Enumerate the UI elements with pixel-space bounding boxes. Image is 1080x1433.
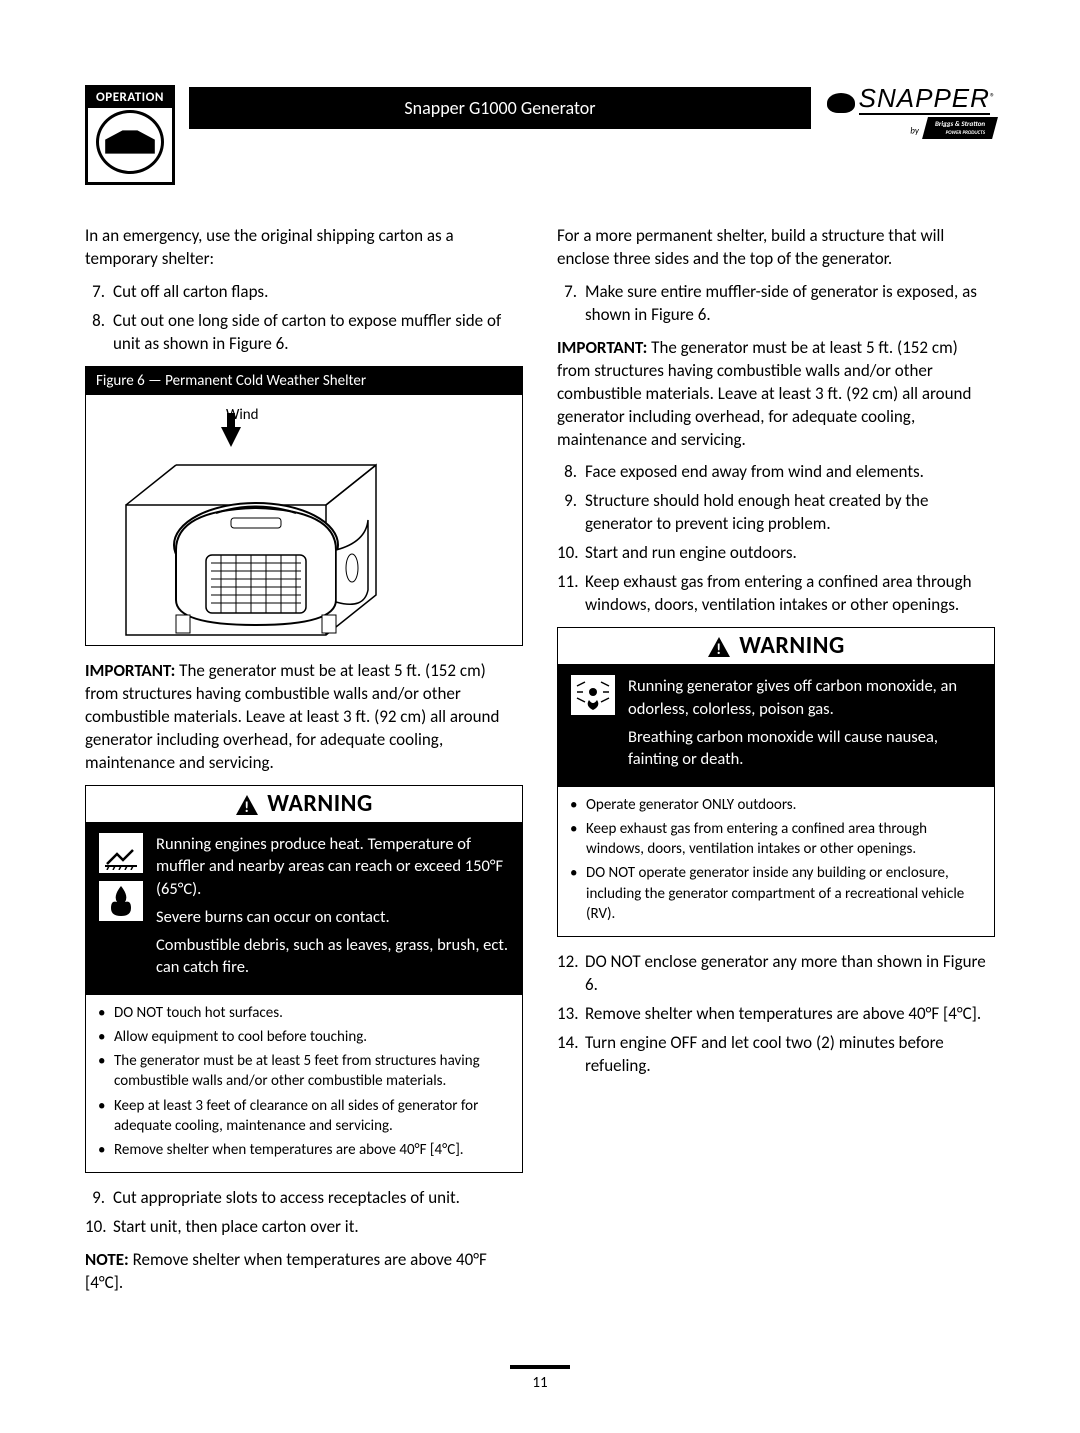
warning-triangle-icon: ! [235,793,259,815]
list-item: 9.Structure should hold enough heat crea… [557,490,995,536]
operation-label: OPERATION [88,88,172,110]
bullet: Operate generator ONLY outdoors. [570,795,982,815]
list-item: 8.Face exposed end away from wind and el… [557,461,995,484]
right-list-2: 8.Face exposed end away from wind and el… [557,461,995,617]
operation-icon: OPERATION [85,85,175,185]
left-list-2: 9.Cut appropriate slots to access recept… [85,1187,523,1239]
bullet: Remove shelter when temperatures are abo… [98,1140,510,1160]
left-list-1: 7.Cut off all carton flaps. 8.Cut out on… [85,281,523,356]
warning-triangle-icon: ! [707,635,731,657]
right-important: IMPORTANT: The generator must be at leas… [557,337,995,452]
left-note: NOTE: Remove shelter when temperatures a… [85,1249,523,1295]
figure-6: Figure 6 — Permanent Cold Weather Shelte… [85,366,523,646]
svg-text:!: ! [717,641,722,658]
toxic-gas-icon [571,675,615,715]
right-list-3: 12.DO NOT enclose generator any more tha… [557,951,995,1078]
page-title: Snapper G1000 Generator [189,87,811,129]
list-item: 7.Cut off all carton flaps. [85,281,523,304]
right-list-1: 7.Make sure entire muffler-side of gener… [557,281,995,327]
list-item: 9.Cut appropriate slots to access recept… [85,1187,523,1210]
right-intro: For a more permanent shelter, build a st… [557,225,995,271]
fire-icon [99,881,143,921]
right-warning: ! WARNING Running genera [557,627,995,937]
brand-logo: SNAPPER® by Briggs & StrattonPOWER PRODU… [825,85,995,139]
warning-title: ! WARNING [558,628,994,665]
figure-caption: Figure 6 — Permanent Cold Weather Shelte… [86,367,522,395]
warning-title: ! WARNING [86,786,522,823]
list-item: 11.Keep exhaust gas from entering a conf… [557,571,995,617]
left-column: In an emergency, use the original shippi… [85,225,523,1305]
hot-surface-icon [99,833,143,873]
list-item: 7.Make sure entire muffler-side of gener… [557,281,995,327]
content-columns: In an emergency, use the original shippi… [85,225,995,1305]
left-intro: In an emergency, use the original shippi… [85,225,523,271]
bullet: Keep exhaust gas from entering a confine… [570,819,982,860]
left-important: IMPORTANT: The generator must be at leas… [85,660,523,775]
shelter-diagram [116,450,456,645]
bullet: Keep at least 3 feet of clearance on all… [98,1096,510,1137]
bullet: Allow equipment to cool before touching. [98,1027,510,1047]
page-number: 11 [85,1365,995,1393]
brand-name: SNAPPER [859,85,990,115]
list-item: 10.Start unit, then place carton over it… [85,1216,523,1239]
page-header: OPERATION Snapper G1000 Generator SNAPPE… [85,85,995,185]
list-item: 13.Remove shelter when temperatures are … [557,1003,995,1026]
svg-text:!: ! [245,799,250,816]
list-item: 14.Turn engine OFF and let cool two (2) … [557,1032,995,1078]
left-warning: ! WARNING Running engines produce heat. … [85,785,523,1174]
turtle-icon [827,93,855,113]
bullet: DO NOT operate generator inside any buil… [570,863,982,924]
list-item: 12.DO NOT enclose generator any more tha… [557,951,995,997]
bullet: The generator must be at least 5 feet fr… [98,1051,510,1092]
brand-sub-logo: Briggs & StrattonPOWER PRODUCTS [922,117,998,139]
wind-arrow-icon [221,427,241,447]
right-column: For a more permanent shelter, build a st… [557,225,995,1305]
bullet: DO NOT touch hot surfaces. [98,1003,510,1023]
list-item: 10.Start and run engine outdoors. [557,542,995,565]
list-item: 8.Cut out one long side of carton to exp… [85,310,523,356]
